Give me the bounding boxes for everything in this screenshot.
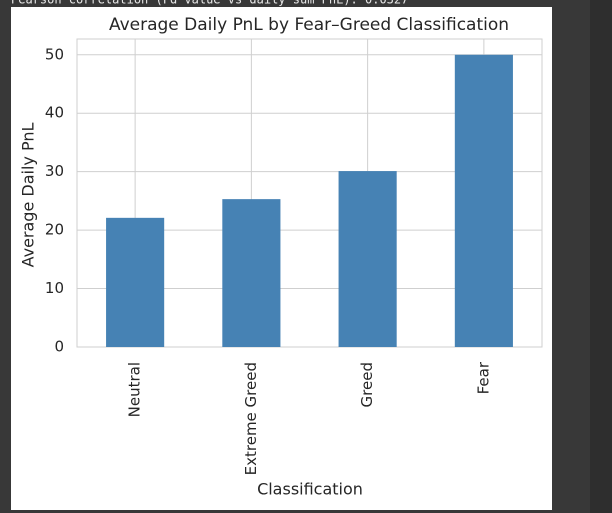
x-axis-label: Classification [257, 480, 363, 499]
bar [106, 217, 165, 347]
background [552, 0, 590, 513]
y-axis-label: Average Daily PnL [19, 123, 38, 268]
y-tick-label: 40 [45, 104, 64, 122]
scrollbar-area [590, 0, 612, 513]
bar [222, 199, 281, 347]
plot: 0 10 20 30 40 50 Neutral Extreme Greed Greed Fear [45, 39, 542, 475]
y-tick-label: 0 [54, 338, 64, 356]
bar [338, 171, 397, 347]
y-tick-label: 30 [45, 162, 64, 180]
x-tick-label: Neutral [126, 362, 144, 417]
y-tick-label: 20 [45, 221, 64, 239]
x-tick-label: Extreme Greed [242, 362, 260, 475]
bar [454, 54, 513, 348]
chart-title: Average Daily PnL by Fear–Greed Classifi… [109, 15, 509, 35]
y-tick-label: 50 [45, 45, 64, 63]
console-output: Pearson correlation (Fd value vs daily s… [11, 0, 408, 7]
y-tick-label: 10 [45, 279, 64, 297]
x-tick-label: Greed [358, 362, 376, 407]
x-tick-label: Fear [474, 361, 492, 394]
